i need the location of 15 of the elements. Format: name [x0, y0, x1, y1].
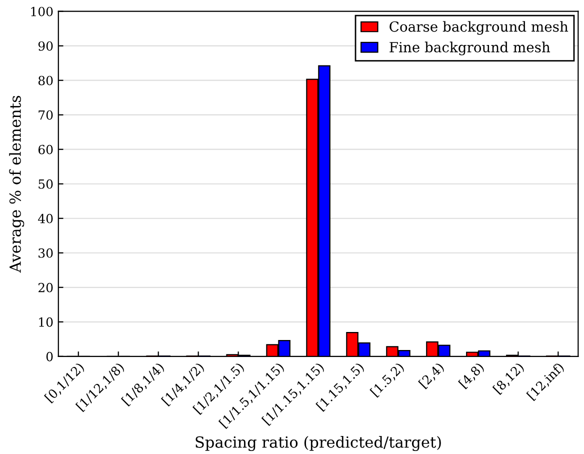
y-tick-label: 20 [38, 282, 53, 292]
y-tick-label: 10 [39, 317, 53, 327]
y-tick-label: 100 [31, 6, 53, 16]
legend-label: Coarse background mesh [390, 21, 568, 35]
y-tick-label: 60 [38, 144, 53, 154]
legend-label: Fine background mesh [390, 42, 550, 56]
y-tick-label: 40 [38, 214, 53, 224]
y-tick-label: 50 [38, 179, 53, 189]
y-tick-label: 0 [46, 352, 53, 362]
y-tick-label: 80 [38, 76, 53, 86]
y-axis-title: Average % of elements [9, 96, 24, 273]
y-tick-label: 90 [38, 41, 53, 51]
x-axis-title: Spacing ratio (predicted/target) [196, 436, 441, 452]
y-tick-label: 70 [38, 110, 53, 120]
y-tick-label: 30 [38, 248, 53, 258]
